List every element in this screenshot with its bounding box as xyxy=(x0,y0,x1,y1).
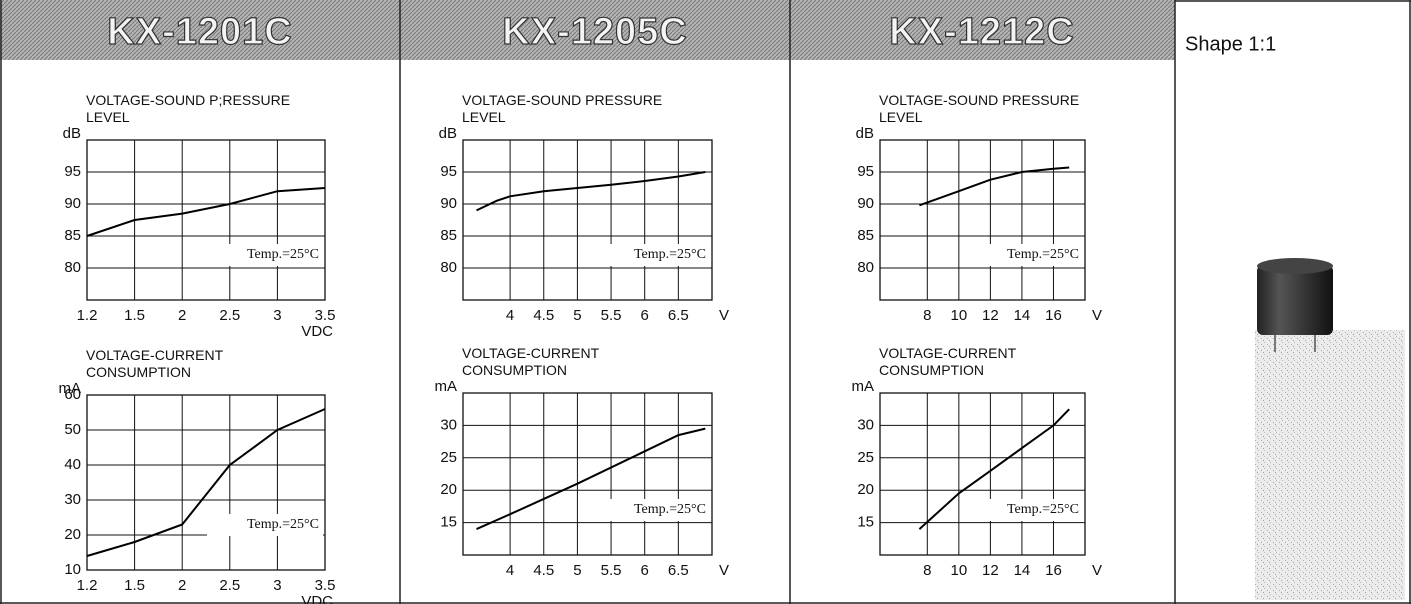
y-axis-label: dB xyxy=(63,125,81,142)
x-tick-label: 14 xyxy=(1014,307,1031,324)
x-tick-label: 1.2 xyxy=(77,577,98,594)
product-photo xyxy=(1255,258,1405,600)
x-axis-label: V xyxy=(1092,307,1102,324)
x-tick-label: 3 xyxy=(273,577,281,594)
y-tick-label: 95 xyxy=(440,163,457,180)
data-line xyxy=(919,168,1069,206)
x-tick-label: 14 xyxy=(1014,562,1031,579)
y-tick-label: 95 xyxy=(857,163,874,180)
chart-title: VOLTAGE-CURRENT CONSUMPTION xyxy=(86,347,326,381)
chart-title: VOLTAGE-SOUND PRESSURE LEVEL xyxy=(879,92,1119,126)
chart-title: VOLTAGE-SOUND P;RESSURE LEVEL xyxy=(86,92,326,126)
plot-frame xyxy=(87,140,325,300)
y-tick-label: 15 xyxy=(440,514,457,531)
plot-frame xyxy=(463,140,712,300)
x-tick-label: 5 xyxy=(573,307,581,324)
data-line xyxy=(87,188,325,236)
x-tick-label: 5 xyxy=(573,562,581,579)
y-tick-label: 85 xyxy=(64,227,81,244)
x-tick-label: 16 xyxy=(1045,562,1062,579)
y-tick-label: 40 xyxy=(64,456,81,473)
x-tick-label: 5.5 xyxy=(601,562,622,579)
plot-frame xyxy=(87,395,325,570)
x-tick-label: 2 xyxy=(178,307,186,324)
x-axis-label: V xyxy=(1092,562,1102,579)
x-tick-label: 8 xyxy=(923,562,931,579)
x-tick-label: 3.5 xyxy=(315,307,336,324)
y-tick-label: 50 xyxy=(64,421,81,438)
y-tick-label: 90 xyxy=(857,195,874,212)
y-tick-label: 30 xyxy=(64,491,81,508)
chart-title: VOLTAGE-SOUND PRESSURE LEVEL xyxy=(462,92,702,126)
y-tick-label: 25 xyxy=(857,449,874,466)
x-tick-label: 2.5 xyxy=(219,577,240,594)
y-axis-label: mA xyxy=(852,378,875,395)
y-tick-label: 90 xyxy=(440,195,457,212)
model-header: KX-1205C xyxy=(502,11,687,53)
shape-label: Shape 1:1 xyxy=(1185,33,1276,55)
y-tick-label: 80 xyxy=(857,259,874,276)
chart-title: VOLTAGE-CURRENT CONSUMPTION xyxy=(462,345,702,379)
data-line xyxy=(477,172,706,210)
y-tick-label: 85 xyxy=(857,227,874,244)
x-tick-label: 4.5 xyxy=(533,562,554,579)
x-tick-label: 5.5 xyxy=(601,307,622,324)
x-axis-label: V xyxy=(719,562,729,579)
x-axis-label: V xyxy=(719,307,729,324)
y-tick-label: 90 xyxy=(64,195,81,212)
x-tick-label: 2 xyxy=(178,577,186,594)
y-axis-label: dB xyxy=(439,125,457,142)
annotation: Temp.=25°C xyxy=(1007,502,1079,517)
y-tick-label: 85 xyxy=(440,227,457,244)
y-axis-label: mA xyxy=(435,378,458,395)
plot-frame xyxy=(880,393,1085,555)
annotation: Temp.=25°C xyxy=(634,502,706,517)
model-header: KX-1212C xyxy=(889,11,1074,53)
y-tick-label: 25 xyxy=(440,449,457,466)
y-tick-label: 15 xyxy=(857,514,874,531)
y-tick-label: 10 xyxy=(64,561,81,578)
x-tick-label: 4 xyxy=(506,562,514,579)
x-axis-label: VDC xyxy=(301,593,333,604)
x-tick-label: 12 xyxy=(982,307,999,324)
x-tick-label: 12 xyxy=(982,562,999,579)
x-tick-label: 4 xyxy=(506,307,514,324)
x-tick-label: 2.5 xyxy=(219,307,240,324)
x-axis-label: VDC xyxy=(301,323,333,340)
x-tick-label: 10 xyxy=(951,562,968,579)
plot-frame xyxy=(880,140,1085,300)
model-header: KX-1201C xyxy=(107,11,292,53)
x-tick-label: 10 xyxy=(951,307,968,324)
x-tick-label: 3 xyxy=(273,307,281,324)
plot-frame xyxy=(463,393,712,555)
y-tick-label: 20 xyxy=(440,481,457,498)
y-tick-label: 20 xyxy=(64,526,81,543)
y-axis-label: mA xyxy=(59,380,82,397)
annotation: Temp.=25°C xyxy=(247,247,319,262)
x-tick-label: 6.5 xyxy=(668,562,689,579)
datasheet: KX-1201C KX-1205C KX-1212C Shape 1:1 80 8… xyxy=(0,0,1411,604)
x-tick-label: 8 xyxy=(923,307,931,324)
x-tick-label: 1.2 xyxy=(77,307,98,324)
x-tick-label: 6 xyxy=(641,562,649,579)
x-tick-label: 1.5 xyxy=(124,577,145,594)
y-tick-label: 80 xyxy=(64,259,81,276)
x-tick-label: 4.5 xyxy=(533,307,554,324)
y-tick-label: 30 xyxy=(440,416,457,433)
x-tick-label: 6.5 xyxy=(668,307,689,324)
y-tick-label: 80 xyxy=(440,259,457,276)
x-tick-label: 1.5 xyxy=(124,307,145,324)
x-tick-label: 6 xyxy=(641,307,649,324)
y-tick-label: 30 xyxy=(857,416,874,433)
chart-title: VOLTAGE-CURRENT CONSUMPTION xyxy=(879,345,1119,379)
annotation: Temp.=25°C xyxy=(1007,247,1079,262)
annotation: Temp.=25°C xyxy=(634,247,706,262)
y-axis-label: dB xyxy=(856,125,874,142)
y-tick-label: 95 xyxy=(64,163,81,180)
x-tick-label: 3.5 xyxy=(315,577,336,594)
chart-sheet: KX-1201C KX-1205C KX-1212C Shape 1:1 80 8… xyxy=(0,0,1411,604)
x-tick-label: 16 xyxy=(1045,307,1062,324)
y-tick-label: 20 xyxy=(857,481,874,498)
annotation: Temp.=25°C xyxy=(247,517,319,532)
